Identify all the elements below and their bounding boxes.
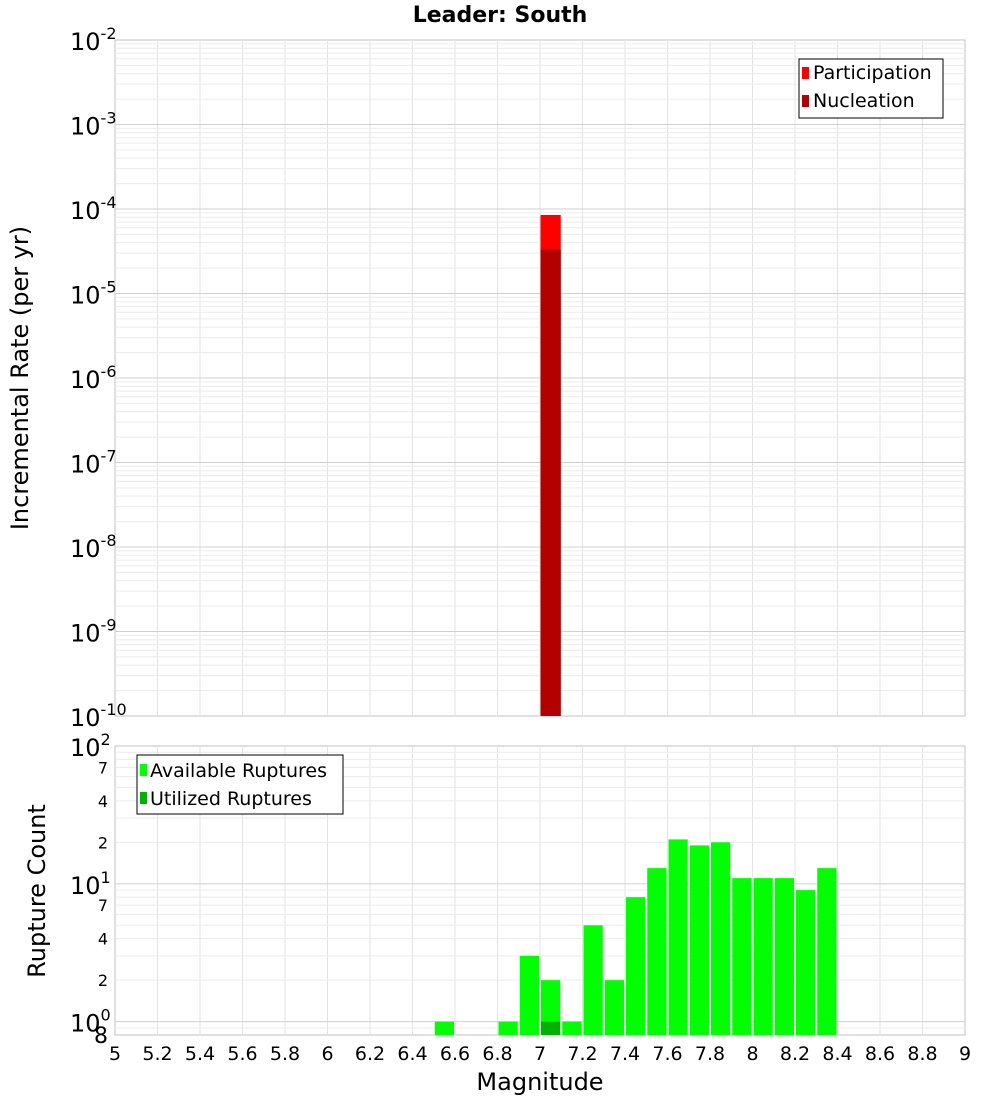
top-y-tick-label: 10-7 bbox=[70, 447, 117, 479]
top-panel: 10-10 10-9 10-8 10-7 10-6 10-5 10-4 10-3 10-2 In… bbox=[6, 24, 966, 732]
top-y-tick-label: 10-2 bbox=[70, 24, 117, 56]
bar-available-ruptures bbox=[562, 1021, 582, 1035]
x-tick-label: 7.8 bbox=[695, 1043, 725, 1065]
legend-label-available-ruptures: Available Ruptures bbox=[150, 760, 327, 782]
bottom-y-minor-tick-label: 4 bbox=[98, 930, 108, 949]
x-tick-label: 7.2 bbox=[567, 1043, 597, 1065]
bottom-legend-box bbox=[136, 754, 344, 815]
bar-available-ruptures bbox=[668, 839, 688, 1035]
bar-available-ruptures bbox=[753, 878, 773, 1035]
top-y-tick-label: 10-3 bbox=[70, 109, 117, 141]
bottom-y-minor-tick-label: 7 bbox=[98, 896, 108, 915]
x-tick-label: 6 bbox=[321, 1043, 333, 1065]
bottom-y-minor-tick-label: 7 bbox=[98, 758, 108, 777]
bottom-panel: 100 101 102 8 2 4 7 2 4 7 5 5.2 5.4 5.6 5.8 6 6.2 6.4 6.6… bbox=[23, 730, 971, 1096]
bar-available-ruptures bbox=[711, 842, 731, 1035]
top-y-tick-label: 10-6 bbox=[70, 362, 117, 394]
top-legend-box bbox=[798, 58, 944, 119]
x-tick-label: 7 bbox=[534, 1043, 546, 1065]
bar-available-ruptures bbox=[519, 955, 539, 1035]
x-tick-label: 5.6 bbox=[227, 1043, 257, 1065]
x-tick-label: 5.2 bbox=[142, 1043, 172, 1065]
bar-available-ruptures bbox=[583, 925, 603, 1035]
top-y-tick-label: 10-8 bbox=[70, 531, 117, 563]
x-tick-labels: 5 5.2 5.4 5.6 5.8 6 6.2 6.4 6.6 6.8 7 7.2 7.4 7.6 7.8 8… bbox=[109, 1043, 971, 1065]
x-tick-label: 5.4 bbox=[185, 1043, 215, 1065]
top-y-tick-labels: 10-10 10-9 10-8 10-7 10-6 10-5 10-4 10-3 10-2 bbox=[70, 24, 127, 732]
x-tick-label: 8.6 bbox=[865, 1043, 895, 1065]
top-y-axis-label: Incremental Rate (per yr) bbox=[6, 226, 34, 530]
bar-available-ruptures bbox=[434, 1021, 454, 1035]
bottom-legend: Available Ruptures Utilized Ruptures bbox=[136, 754, 344, 815]
bottom-y-minor-tick-label: 2 bbox=[98, 833, 108, 852]
bar-available-ruptures bbox=[732, 878, 752, 1035]
bottom-y-tick-labels: 100 101 102 8 2 4 7 2 4 7 bbox=[70, 730, 111, 1049]
bar-utilized-ruptures bbox=[541, 1021, 561, 1035]
bar-available-ruptures bbox=[626, 897, 646, 1035]
x-tick-label: 6.2 bbox=[355, 1043, 385, 1065]
legend-swatch-participation bbox=[802, 67, 809, 79]
bottom-y-minor-tick-label: 8 bbox=[94, 1024, 108, 1049]
top-bars bbox=[540, 214, 561, 716]
legend-label-participation: Participation bbox=[813, 62, 932, 84]
x-tick-label: 5.8 bbox=[270, 1043, 300, 1065]
bottom-y-minor-tick-label: 4 bbox=[98, 792, 108, 811]
bottom-y-major-tick-label: 101 bbox=[70, 868, 111, 900]
x-tick-label: 9 bbox=[959, 1043, 971, 1065]
bar-available-ruptures bbox=[604, 980, 624, 1035]
bottom-y-major-tick-label: 100 bbox=[70, 1006, 111, 1038]
top-grid bbox=[115, 40, 965, 716]
bar-available-ruptures bbox=[817, 868, 837, 1035]
x-tick-label: 8.4 bbox=[822, 1043, 852, 1065]
bar-available-ruptures bbox=[498, 1021, 518, 1035]
x-axis-label: Magnitude bbox=[476, 1068, 603, 1096]
legend-swatch-nucleation bbox=[802, 95, 809, 107]
bottom-y-major-tick-label: 102 bbox=[70, 730, 111, 762]
top-legend: Participation Nucleation bbox=[798, 58, 944, 119]
bar-available-ruptures bbox=[541, 980, 561, 1035]
bottom-bars bbox=[434, 839, 837, 1035]
chart-title: Leader: South bbox=[413, 3, 588, 28]
x-tick-label: 8 bbox=[746, 1043, 758, 1065]
bar-available-ruptures bbox=[774, 878, 794, 1035]
legend-label-utilized-ruptures: Utilized Ruptures bbox=[150, 788, 312, 810]
x-tick-label: 6.8 bbox=[482, 1043, 512, 1065]
bar-available-ruptures bbox=[647, 868, 667, 1035]
bar-available-ruptures bbox=[689, 845, 709, 1035]
x-tick-label: 8.8 bbox=[907, 1043, 937, 1065]
top-y-tick-label: 10-9 bbox=[70, 616, 117, 648]
x-tick-label: 8.2 bbox=[780, 1043, 810, 1065]
top-y-tick-label: 10-10 bbox=[70, 700, 127, 732]
top-y-tick-label: 10-5 bbox=[70, 278, 117, 310]
bottom-y-minor-tick-label: 2 bbox=[98, 971, 108, 990]
x-tick-label: 6.6 bbox=[440, 1043, 470, 1065]
x-tick-label: 6.4 bbox=[397, 1043, 427, 1065]
x-tick-label: 7.6 bbox=[652, 1043, 682, 1065]
legend-swatch-utilized-ruptures bbox=[140, 792, 147, 804]
bottom-y-axis-label: Rupture Count bbox=[23, 804, 51, 978]
bar-nucleation bbox=[540, 249, 561, 716]
x-tick-label: 5 bbox=[109, 1043, 121, 1065]
legend-swatch-available-ruptures bbox=[140, 764, 147, 776]
legend-label-nucleation: Nucleation bbox=[813, 90, 915, 112]
x-tick-label: 7.4 bbox=[610, 1043, 640, 1065]
top-y-tick-label: 10-4 bbox=[70, 193, 117, 225]
bar-available-ruptures bbox=[796, 890, 816, 1035]
